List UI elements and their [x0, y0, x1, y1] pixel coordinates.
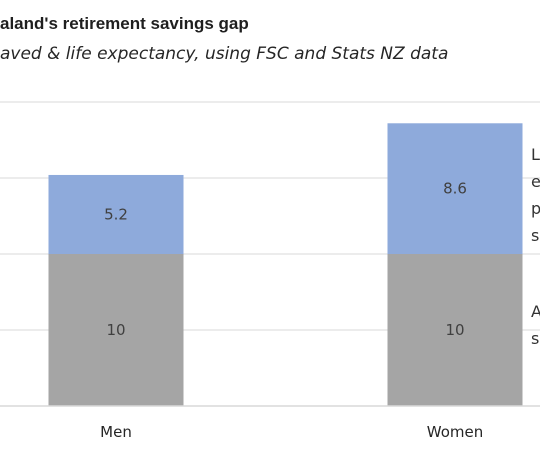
legend-top-line-4: sa: [531, 226, 540, 245]
legend-top-fragment: L e p sa: [531, 141, 540, 249]
data-label-men-0: 10: [106, 321, 125, 339]
x-tick-label-women: Women: [427, 423, 483, 441]
legend-top-line-1: L: [531, 145, 540, 164]
legend-bottom-line-2: s: [531, 329, 540, 348]
bar-segment-women-1: [387, 123, 523, 254]
data-label-men-1: 5.2: [104, 205, 128, 223]
legend-top-line-3: p: [531, 199, 540, 218]
data-label-women-1: 8.6: [443, 180, 467, 198]
bar-segment-men-1: [48, 174, 184, 254]
x-tick-label-men: Men: [100, 423, 132, 441]
legend-top-line-2: e: [531, 172, 540, 191]
legend-bottom-line-1: A: [531, 302, 540, 321]
chart-title: aland's retirement savings gap: [0, 14, 249, 33]
bar-segment-men-0: [48, 254, 184, 406]
bar-segment-women-0: [387, 254, 523, 406]
legend-bottom-fragment: A s: [531, 298, 540, 352]
chart-subtitle: aved & life expectancy, using FSC and St…: [0, 44, 449, 64]
data-label-women-0: 10: [445, 321, 464, 339]
